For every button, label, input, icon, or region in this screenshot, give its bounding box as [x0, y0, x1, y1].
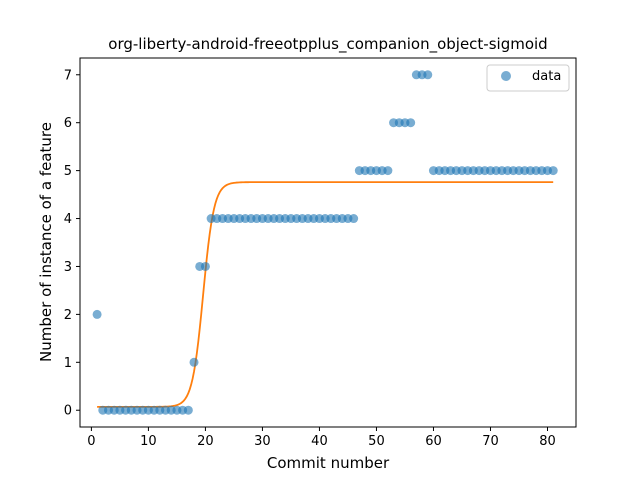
- x-axis-ticks: 0 10 20 30 40 50 60 70 80: [87, 427, 556, 449]
- x-tick-label: 0: [87, 434, 95, 449]
- y-tick-label: 6: [64, 116, 72, 131]
- x-axis-label: Commit number: [267, 454, 390, 472]
- y-tick-label: 1: [64, 356, 72, 371]
- data-point: [549, 166, 558, 175]
- data-point: [349, 214, 358, 223]
- y-tick-label: 0: [64, 404, 72, 419]
- data-point: [184, 406, 193, 415]
- x-tick-label: 10: [140, 434, 157, 449]
- x-tick-label: 40: [311, 434, 328, 449]
- chart-title: org-liberty-android-freeotpplus_companio…: [108, 35, 547, 54]
- data-point: [423, 70, 432, 79]
- y-tick-label: 4: [64, 212, 72, 227]
- plot-area: [80, 58, 576, 427]
- data-point: [406, 118, 415, 127]
- x-tick-label: 70: [482, 434, 499, 449]
- y-axis-ticks: 0 1 2 3 4 5 6 7: [64, 68, 80, 418]
- data-point: [93, 310, 102, 319]
- legend-marker: [501, 71, 511, 81]
- legend: data: [487, 65, 569, 91]
- legend-label: data: [532, 69, 561, 84]
- x-tick-label: 80: [539, 434, 556, 449]
- data-point: [383, 166, 392, 175]
- data-point: [201, 262, 210, 271]
- y-tick-label: 2: [64, 308, 72, 323]
- y-tick-label: 5: [64, 164, 72, 179]
- x-tick-label: 30: [254, 434, 271, 449]
- y-tick-label: 7: [64, 68, 72, 83]
- y-axis-label: Number of instance of a feature: [37, 122, 55, 362]
- x-tick-label: 50: [368, 434, 385, 449]
- y-tick-label: 3: [64, 260, 72, 275]
- data-point: [190, 358, 199, 367]
- x-tick-label: 20: [197, 434, 214, 449]
- x-tick-label: 60: [425, 434, 442, 449]
